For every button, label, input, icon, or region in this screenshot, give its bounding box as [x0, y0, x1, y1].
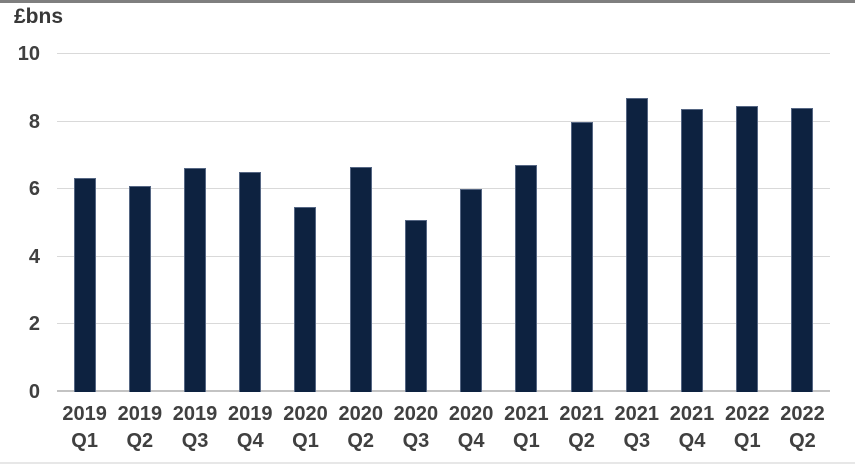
x-tick-label-quarter: Q2: [347, 430, 375, 452]
bar-slot: [499, 54, 554, 392]
y-axis-unit-label: £bns: [14, 5, 64, 28]
x-tick-label-year: 2022: [724, 403, 770, 425]
bar-slot: [554, 54, 609, 392]
x-tick-label-quarter: Q3: [181, 430, 209, 452]
x-tick-label: 2022 Q2: [775, 401, 830, 455]
x-tick-label-year: 2020: [338, 403, 383, 425]
x-tick-label-year: 2019: [228, 403, 273, 425]
x-tick-label-year: 2019: [62, 403, 107, 425]
bar-2020-q1: [294, 207, 317, 392]
y-tick-label: 0: [28, 381, 40, 403]
y-tick-label: 8: [28, 110, 40, 133]
bar-slot: [223, 54, 278, 392]
bar-2022-q2: [791, 107, 814, 392]
gridline: [57, 120, 830, 122]
bar-2021-q4: [681, 109, 704, 392]
bar-2019-q1: [73, 178, 96, 392]
x-tick-label: 2020 Q2: [333, 401, 388, 455]
gridline: [57, 323, 830, 325]
bar-slot: [112, 54, 167, 392]
x-axis-tick-labels: 2019 Q1 2019 Q2 2019 Q3 2019 Q4 2020 Q1 2020 Q2 2020…: [57, 401, 830, 455]
x-tick-label-quarter: Q1: [733, 430, 761, 452]
x-tick-label-year: 2020: [448, 403, 494, 425]
x-tick-label: 2019 Q2: [112, 401, 167, 455]
x-tick-label: 2020 Q3: [388, 401, 443, 455]
bar-slot: [167, 54, 222, 392]
x-tick-label-quarter: Q4: [236, 430, 264, 452]
x-tick-label-year: 2022: [780, 403, 825, 425]
bar-2020-q4: [460, 189, 483, 392]
bar-2022-q1: [736, 105, 759, 392]
y-tick-label: 10: [17, 43, 40, 65]
gridline: [57, 188, 830, 190]
x-tick-label: 2021 Q2: [554, 401, 609, 455]
y-tick-label: 2: [28, 313, 40, 336]
x-tick-label: 2021 Q4: [664, 401, 719, 455]
y-axis-tick-labels: 0 2 4 6 8 10: [0, 44, 40, 402]
x-tick-label-quarter: Q2: [126, 430, 154, 452]
x-tick-label: 2021 Q3: [609, 401, 664, 455]
x-tick-label-year: 2021: [669, 403, 715, 425]
bar-slot: [57, 54, 112, 392]
bar-slot: [333, 54, 388, 392]
x-tick-label: 2019 Q3: [167, 401, 222, 455]
bar-2021-q3: [625, 97, 648, 392]
x-tick-label-year: 2021: [559, 403, 604, 425]
bars-layer: [57, 54, 830, 392]
x-tick-label: 2020 Q4: [444, 401, 499, 455]
x-tick-label-year: 2020: [283, 403, 328, 425]
bar-2020-q2: [349, 166, 372, 392]
x-tick-label-quarter: Q3: [623, 430, 651, 452]
bar-slot: [444, 54, 499, 392]
bar-slot: [278, 54, 333, 392]
x-tick-label: 2019 Q4: [223, 401, 278, 455]
gridline: [57, 255, 830, 257]
bar-2020-q3: [404, 220, 427, 392]
gridline: [57, 53, 830, 54]
y-tick-label: 6: [28, 178, 40, 201]
x-tick-label-year: 2021: [504, 403, 549, 425]
bar-slot: [775, 54, 830, 392]
x-tick-label-year: 2021: [614, 403, 660, 425]
bar-2019-q3: [184, 168, 207, 392]
x-axis-line: [57, 390, 830, 392]
y-tick-label: 4: [28, 245, 40, 268]
x-tick-label-quarter: Q2: [789, 430, 816, 452]
top-border-line: [0, 0, 855, 3]
x-tick-label-quarter: Q4: [457, 430, 485, 452]
x-tick-label-year: 2020: [393, 403, 439, 425]
bar-slot: [664, 54, 719, 392]
x-tick-label-quarter: Q1: [292, 430, 319, 452]
x-tick-label: 2021 Q1: [499, 401, 554, 455]
bar-slot: [388, 54, 443, 392]
x-tick-label-quarter: Q3: [402, 430, 430, 452]
x-tick-label: 2020 Q1: [278, 401, 333, 455]
x-tick-label-quarter: Q1: [71, 430, 98, 452]
x-tick-label-quarter: Q1: [513, 430, 540, 452]
bar-2021-q1: [515, 164, 538, 392]
bar-slot: [609, 54, 664, 392]
bar-2019-q2: [128, 185, 151, 392]
x-tick-label: 2022 Q1: [720, 401, 775, 455]
plot-area: [57, 53, 830, 392]
x-tick-label-year: 2019: [117, 403, 163, 425]
bar-slot: [720, 54, 775, 392]
bottom-border-line: [0, 462, 855, 464]
x-tick-label: 2019 Q1: [57, 401, 112, 455]
x-tick-label-quarter: Q4: [678, 430, 706, 452]
x-tick-label-year: 2019: [172, 403, 218, 425]
bar-2019-q4: [239, 172, 262, 392]
x-tick-label-quarter: Q2: [568, 430, 595, 452]
bar-2021-q2: [570, 121, 593, 392]
